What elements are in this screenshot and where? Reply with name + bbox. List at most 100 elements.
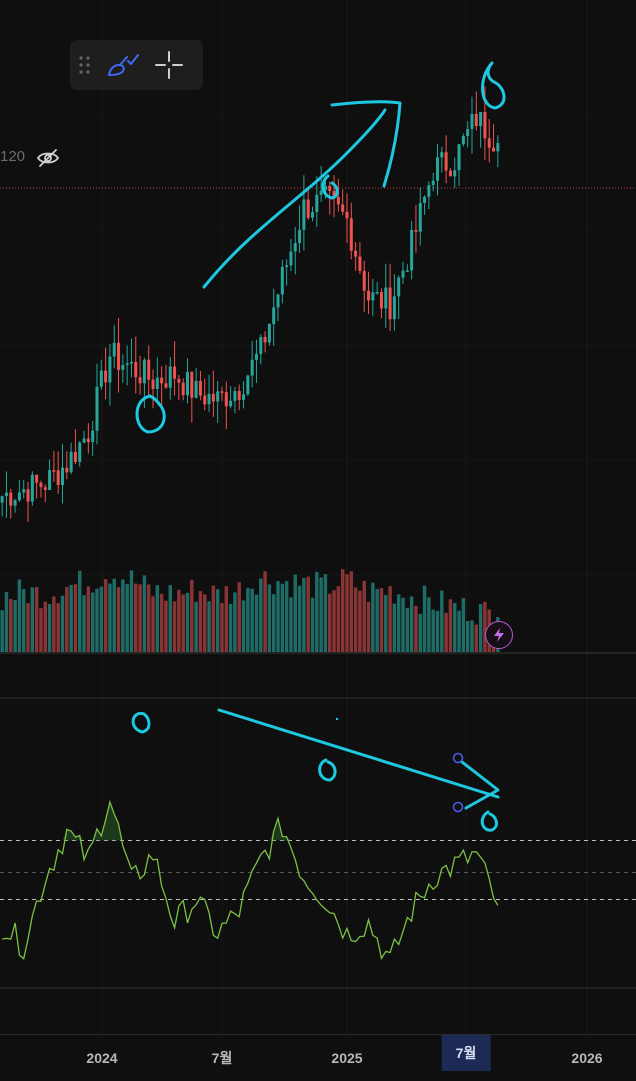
candle-body bbox=[229, 400, 233, 407]
volume-bar bbox=[405, 607, 410, 652]
drawing-arrow-up[interactable] bbox=[202, 100, 402, 289]
candle-body bbox=[388, 287, 392, 320]
candle-body bbox=[203, 395, 207, 405]
candle bbox=[26, 481, 30, 522]
candle bbox=[168, 357, 172, 400]
candle bbox=[185, 358, 190, 404]
candle bbox=[310, 206, 315, 222]
volume-bar bbox=[108, 583, 112, 652]
candle-body bbox=[479, 111, 483, 127]
volume-bar bbox=[276, 581, 280, 652]
anchor-point[interactable] bbox=[452, 752, 464, 764]
drawing-arrow-rsi[interactable] bbox=[460, 760, 500, 810]
candle bbox=[414, 204, 418, 253]
candle bbox=[418, 187, 422, 246]
candle bbox=[367, 271, 371, 314]
candle bbox=[298, 205, 302, 253]
candle bbox=[117, 317, 121, 393]
volume-bar bbox=[194, 601, 198, 652]
candle-body bbox=[466, 128, 470, 137]
volume-bar bbox=[237, 582, 241, 652]
candle bbox=[129, 338, 133, 378]
candle-body bbox=[461, 136, 465, 145]
drawing-toolbar bbox=[70, 40, 203, 90]
volume-bar bbox=[427, 597, 431, 652]
drawing-circle-top[interactable] bbox=[481, 61, 506, 110]
candle-body bbox=[280, 266, 284, 295]
volume-bar bbox=[259, 578, 263, 652]
volume-bar bbox=[17, 579, 22, 652]
volume-bar bbox=[43, 601, 47, 652]
candle bbox=[60, 443, 65, 504]
candle bbox=[17, 480, 21, 502]
candle bbox=[173, 341, 177, 396]
candle-body bbox=[142, 359, 146, 384]
candle bbox=[216, 381, 220, 423]
candle-body bbox=[0, 496, 4, 503]
brush-check-icon[interactable] bbox=[100, 40, 146, 90]
anchor-point[interactable] bbox=[452, 801, 464, 813]
user-drawings[interactable] bbox=[131, 61, 506, 832]
candle-body bbox=[108, 356, 112, 383]
volume-bar bbox=[396, 594, 401, 652]
volume-bar bbox=[138, 584, 142, 652]
candle bbox=[4, 471, 8, 518]
drawing-circle-mid[interactable] bbox=[321, 174, 339, 200]
volume-bar bbox=[142, 575, 147, 652]
candle-body bbox=[211, 393, 215, 402]
candle-body bbox=[267, 324, 271, 343]
candle-body bbox=[496, 143, 500, 152]
candle-body bbox=[492, 147, 496, 152]
volume-bar bbox=[379, 588, 384, 652]
candle-body bbox=[427, 185, 431, 197]
candle-body bbox=[474, 113, 478, 127]
volume-bar bbox=[203, 594, 207, 652]
candle bbox=[250, 340, 254, 388]
drawing-circle-rsi-mid[interactable] bbox=[318, 758, 337, 782]
crosshair-icon[interactable] bbox=[146, 40, 192, 90]
drawing-trendline-rsi[interactable] bbox=[217, 708, 500, 799]
volume-bar bbox=[181, 594, 185, 652]
drawing-circle-rsi-left[interactable] bbox=[131, 711, 151, 734]
time-tick-july-2025[interactable]: 7월 bbox=[441, 1035, 491, 1071]
volume-bar bbox=[388, 586, 392, 652]
volume-bar bbox=[440, 590, 444, 652]
candle-body bbox=[401, 270, 405, 278]
candle bbox=[78, 440, 82, 467]
volume-bar bbox=[121, 579, 125, 652]
candle bbox=[207, 374, 211, 413]
candle bbox=[345, 193, 349, 243]
volume-bar bbox=[340, 569, 345, 652]
drag-grip-icon[interactable] bbox=[70, 40, 100, 90]
candle bbox=[280, 259, 284, 304]
volume-bar bbox=[319, 577, 323, 652]
volume-bar bbox=[134, 583, 138, 652]
time-axis[interactable]: 2024 7월 2025 7월 2026 bbox=[0, 1034, 636, 1081]
volume-bar bbox=[185, 592, 190, 652]
volume-bar bbox=[116, 587, 121, 652]
candle-body bbox=[138, 377, 142, 384]
eye-off-icon[interactable] bbox=[36, 147, 60, 169]
candle-body bbox=[56, 470, 60, 486]
candle bbox=[30, 471, 34, 506]
candle bbox=[22, 480, 26, 499]
stray-dot bbox=[335, 717, 339, 721]
candle-body bbox=[73, 451, 77, 462]
drawing-circle-rsi-right[interactable] bbox=[480, 810, 498, 832]
candle-body bbox=[410, 229, 414, 271]
drawing-circle-left[interactable] bbox=[135, 394, 166, 434]
volume-bar bbox=[103, 579, 108, 652]
candle-body bbox=[414, 229, 418, 232]
candle-body bbox=[323, 185, 327, 191]
lightning-icon[interactable] bbox=[485, 621, 513, 649]
candle-body bbox=[233, 390, 237, 401]
candle bbox=[13, 498, 17, 513]
candle-body bbox=[457, 144, 461, 171]
candle bbox=[73, 429, 77, 465]
volume-bar bbox=[220, 602, 224, 652]
candle-body bbox=[237, 390, 241, 400]
candle bbox=[259, 334, 263, 365]
candle-body bbox=[341, 204, 345, 212]
candle bbox=[0, 495, 4, 517]
volume-bar bbox=[297, 585, 302, 652]
